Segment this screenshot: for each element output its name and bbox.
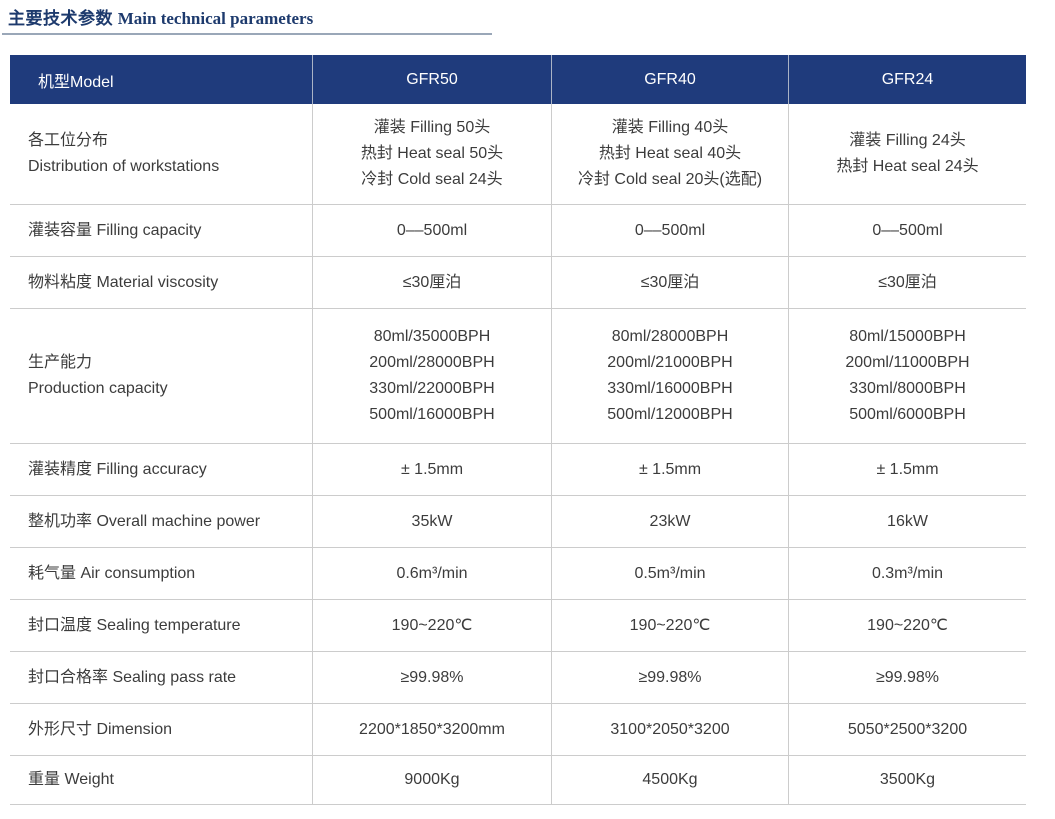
value-cell: ≤30厘泊 [312, 257, 551, 308]
value-cell: 80ml/15000BPH 200ml/11000BPH 330ml/8000B… [788, 309, 1026, 443]
value-cell: 190~220℃ [788, 600, 1026, 651]
value-cell: 9000Kg [312, 756, 551, 804]
table-row: 耗气量 Air consumption 0.6m³/min 0.5m³/min … [10, 548, 1026, 600]
param-cell: 重量 Weight [28, 771, 114, 788]
table-row: 各工位分布 Distribution of workstations 灌装 Fi… [10, 104, 1026, 205]
table-row: 外形尺寸 Dimension 2200*1850*3200mm 3100*205… [10, 704, 1026, 756]
title-underline [2, 33, 492, 35]
value-cell: ≥99.98% [312, 652, 551, 703]
table-row: 重量 Weight 9000Kg 4500Kg 3500Kg [10, 756, 1026, 805]
value-cell: 0.3m³/min [788, 548, 1026, 599]
value-cell: 0––500ml [551, 205, 788, 256]
table-row: 灌装容量 Filling capacity 0––500ml 0––500ml … [10, 205, 1026, 257]
param-cell: 灌装精度 Filling accuracy [28, 460, 207, 478]
param-cell: 生产能力 Production capacity [28, 354, 168, 397]
value-cell: 0.5m³/min [551, 548, 788, 599]
param-cell: 灌装容量 Filling capacity [28, 221, 202, 239]
page-title: 主要技术参数 Main technical parameters [0, 7, 1055, 31]
value-cell: 灌装 Filling 24头 热封 Heat seal 24头 [788, 104, 1026, 204]
value-cell: 23kW [551, 496, 788, 547]
value-cell: 80ml/28000BPH 200ml/21000BPH 330ml/16000… [551, 309, 788, 443]
value-cell: ≤30厘泊 [551, 257, 788, 308]
value-cell: 灌装 Filling 40头 热封 Heat seal 40头 冷封 Cold … [551, 104, 788, 204]
value-cell: 80ml/35000BPH 200ml/28000BPH 330ml/22000… [312, 309, 551, 443]
header-cell-gfr50: GFR50 [312, 55, 551, 104]
value-cell: 35kW [312, 496, 551, 547]
table-row: 物料粘度 Material viscosity ≤30厘泊 ≤30厘泊 ≤30厘… [10, 257, 1026, 309]
value-cell: ≥99.98% [551, 652, 788, 703]
value-cell: ± 1.5mm [312, 444, 551, 495]
param-cell: 耗气量 Air consumption [28, 564, 196, 582]
table-header-row: 机型Model GFR50 GFR40 GFR24 [10, 55, 1026, 104]
value-cell: 0––500ml [312, 205, 551, 256]
value-cell: ≤30厘泊 [788, 257, 1026, 308]
param-cell: 外形尺寸 Dimension [28, 720, 173, 738]
header-cell-gfr24: GFR24 [788, 55, 1026, 104]
table-row: 整机功率 Overall machine power 35kW 23kW 16k… [10, 496, 1026, 548]
param-cell: 整机功率 Overall machine power [28, 512, 261, 530]
value-cell: ± 1.5mm [788, 444, 1026, 495]
value-cell: 灌装 Filling 50头 热封 Heat seal 50头 冷封 Cold … [312, 104, 551, 204]
param-cell: 封口温度 Sealing temperature [28, 616, 241, 634]
value-cell: 190~220℃ [551, 600, 788, 651]
value-cell: 4500Kg [551, 756, 788, 804]
value-cell: ≥99.98% [788, 652, 1026, 703]
value-cell: 3500Kg [788, 756, 1026, 804]
value-cell: 16kW [788, 496, 1026, 547]
param-cell: 封口合格率 Sealing pass rate [28, 668, 237, 686]
header-cell-gfr40: GFR40 [551, 55, 788, 104]
page-title-english: Main technical parameters [117, 9, 314, 28]
value-cell: 3100*2050*3200 [551, 704, 788, 755]
table-row: 封口合格率 Sealing pass rate ≥99.98% ≥99.98% … [10, 652, 1026, 704]
table-row: 灌装精度 Filling accuracy ± 1.5mm ± 1.5mm ± … [10, 444, 1026, 496]
param-cell: 物料粘度 Material viscosity [28, 273, 219, 291]
value-cell: ± 1.5mm [551, 444, 788, 495]
param-cell: 各工位分布 Distribution of workstations [28, 132, 220, 175]
title-block: 主要技术参数 Main technical parameters [0, 0, 1055, 35]
value-cell: 0.6m³/min [312, 548, 551, 599]
value-cell: 5050*2500*3200 [788, 704, 1026, 755]
header-cell-model: 机型Model [38, 73, 114, 91]
table-row: 封口温度 Sealing temperature 190~220℃ 190~22… [10, 600, 1026, 652]
spec-table: 机型Model GFR50 GFR40 GFR24 各工位分布 Distribu… [10, 55, 1026, 805]
value-cell: 2200*1850*3200mm [312, 704, 551, 755]
page-title-chinese: 主要技术参数 [8, 9, 113, 28]
value-cell: 0––500ml [788, 205, 1026, 256]
value-cell: 190~220℃ [312, 600, 551, 651]
table-row: 生产能力 Production capacity 80ml/35000BPH 2… [10, 309, 1026, 444]
